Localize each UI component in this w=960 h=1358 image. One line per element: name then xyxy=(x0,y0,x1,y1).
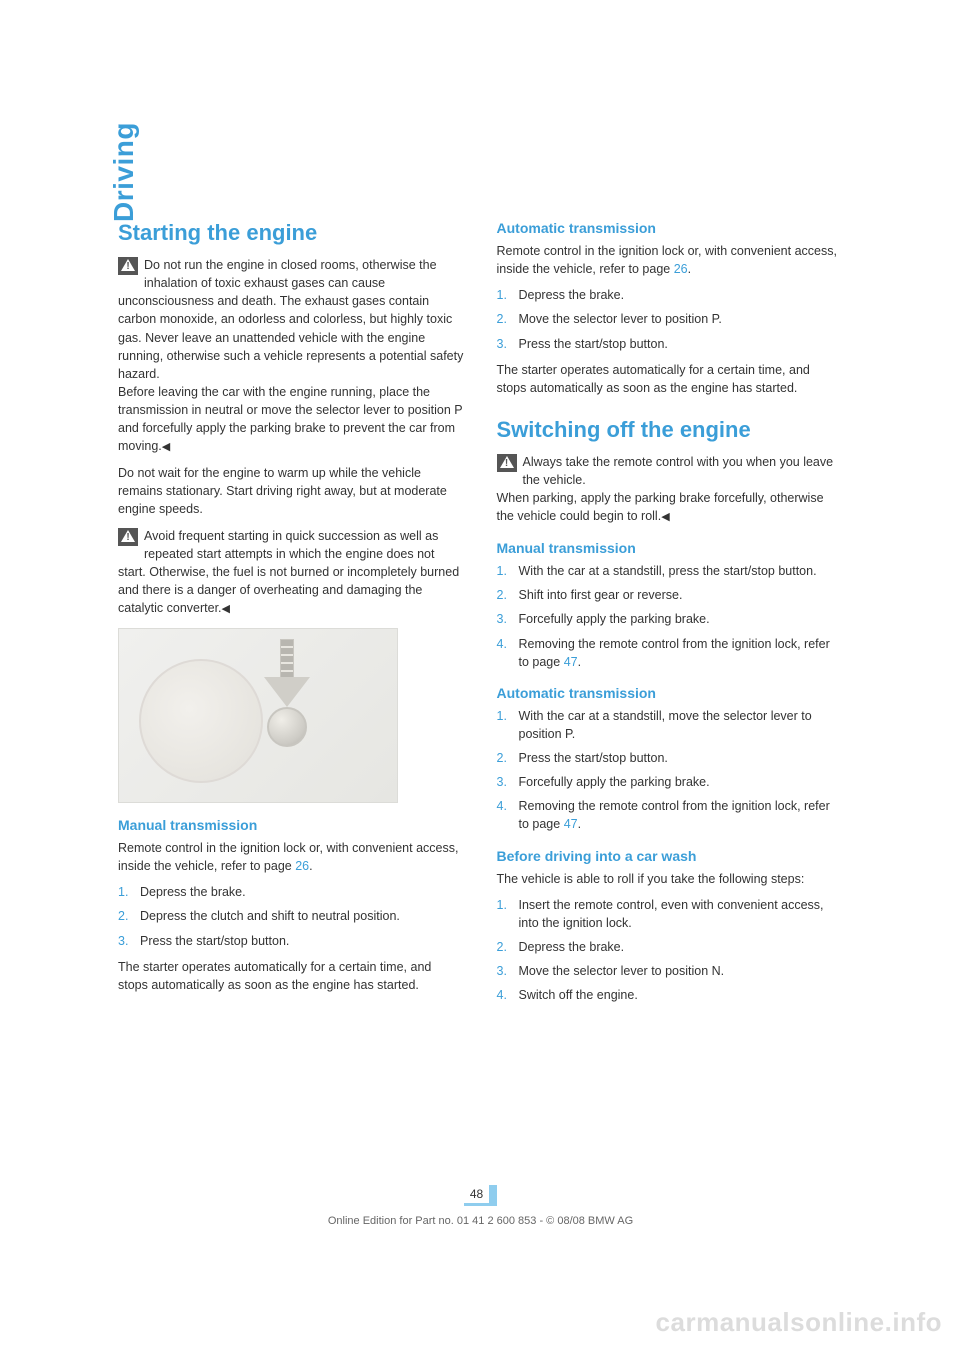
list-item: 2.Depress the brake. xyxy=(497,938,844,956)
list-item: 1.Depress the brake. xyxy=(497,286,844,304)
list-item: 3.Press the start/stop button. xyxy=(497,335,844,353)
heading-automatic-transmission: Automatic transmission xyxy=(497,220,844,236)
end-mark-icon: ◀ xyxy=(661,510,669,526)
list-item: 1.With the car at a standstill, press th… xyxy=(497,562,844,580)
list-item: 1.Insert the remote control, even with c… xyxy=(497,896,844,932)
warning-take-remote: Always take the remote control with you … xyxy=(497,453,844,526)
footer-copyright: Online Edition for Part no. 01 41 2 600 … xyxy=(118,1215,843,1227)
heading-manual-transmission: Manual transmission xyxy=(118,817,465,833)
list-item: 3.Press the start/stop button. xyxy=(118,932,465,950)
heading-carwash: Before driving into a car wash xyxy=(497,848,844,864)
figure-button xyxy=(267,707,307,747)
list-item: 3.Forcefully apply the parking brake. xyxy=(497,773,844,791)
list-item: 4.Removing the remote control from the i… xyxy=(497,635,844,671)
page-number-wrap: 48 xyxy=(118,1185,843,1206)
steps-manual-start: 1.Depress the brake. 2.Depress the clutc… xyxy=(118,883,465,949)
list-item: 4.Switch off the engine. xyxy=(497,986,844,1004)
list-item: 2.Press the start/stop button. xyxy=(497,749,844,767)
page-content: Starting the engine Do not run the engin… xyxy=(118,220,843,1012)
warning-icon xyxy=(118,528,138,546)
steps-off-auto: 1.With the car at a standstill, move the… xyxy=(497,707,844,834)
paragraph-auto-outro: The starter operates automatically for a… xyxy=(497,361,844,397)
column-left: Starting the engine Do not run the engin… xyxy=(118,220,465,1012)
heading-off-auto: Automatic transmission xyxy=(497,685,844,701)
steps-carwash: 1.Insert the remote control, even with c… xyxy=(497,896,844,1005)
paragraph-carwash-intro: The vehicle is able to roll if you take … xyxy=(497,870,844,888)
page-link-47[interactable]: 47 xyxy=(564,817,578,831)
list-item: 1.Depress the brake. xyxy=(118,883,465,901)
page-link-26[interactable]: 26 xyxy=(295,859,309,873)
paragraph-auto-intro: Remote control in the ignition lock or, … xyxy=(497,242,844,278)
section-tab: Driving xyxy=(108,122,140,222)
list-item: 1.With the car at a standstill, move the… xyxy=(497,707,844,743)
list-item: 2.Shift into first gear or reverse. xyxy=(497,586,844,604)
paragraph-manual-outro: The starter operates automatically for a… xyxy=(118,958,465,994)
warning-closed-rooms: Do not run the engine in closed rooms, o… xyxy=(118,256,465,456)
page-number: 48 xyxy=(464,1185,497,1206)
figure-start-button xyxy=(118,628,398,803)
end-mark-icon: ◀ xyxy=(162,440,170,456)
warning-text-2: When parking, apply the parking brake fo… xyxy=(497,491,824,523)
list-item: 2.Depress the clutch and shift to neutra… xyxy=(118,907,465,925)
heading-switching-off: Switching off the engine xyxy=(497,417,844,443)
end-mark-icon: ◀ xyxy=(222,602,230,618)
page-link-47[interactable]: 47 xyxy=(564,655,578,669)
warning-icon xyxy=(497,454,517,472)
steps-off-manual: 1.With the car at a standstill, press th… xyxy=(497,562,844,671)
heading-starting-engine: Starting the engine xyxy=(118,220,465,246)
paragraph-manual-intro: Remote control in the ignition lock or, … xyxy=(118,839,465,875)
heading-off-manual: Manual transmission xyxy=(497,540,844,556)
warning-text: Do not run the engine in closed rooms, o… xyxy=(118,258,463,381)
warning-text: Always take the remote control with you … xyxy=(523,455,834,487)
list-item: 3.Move the selector lever to position N. xyxy=(497,962,844,980)
list-item: 3.Forcefully apply the parking brake. xyxy=(497,610,844,628)
list-item: 4.Removing the remote control from the i… xyxy=(497,797,844,833)
warning-icon xyxy=(118,257,138,275)
warning-frequent-start: Avoid frequent starting in quick success… xyxy=(118,527,465,618)
steps-auto-start: 1.Depress the brake. 2.Move the selector… xyxy=(497,286,844,352)
warning-text: Avoid frequent starting in quick success… xyxy=(118,529,459,616)
list-item: 2.Move the selector lever to position P. xyxy=(497,310,844,328)
watermark: carmanualsonline.info xyxy=(656,1307,942,1338)
column-right: Automatic transmission Remote control in… xyxy=(497,220,844,1012)
page-link-26[interactable]: 26 xyxy=(674,262,688,276)
paragraph-warmup: Do not wait for the engine to warm up wh… xyxy=(118,464,465,518)
